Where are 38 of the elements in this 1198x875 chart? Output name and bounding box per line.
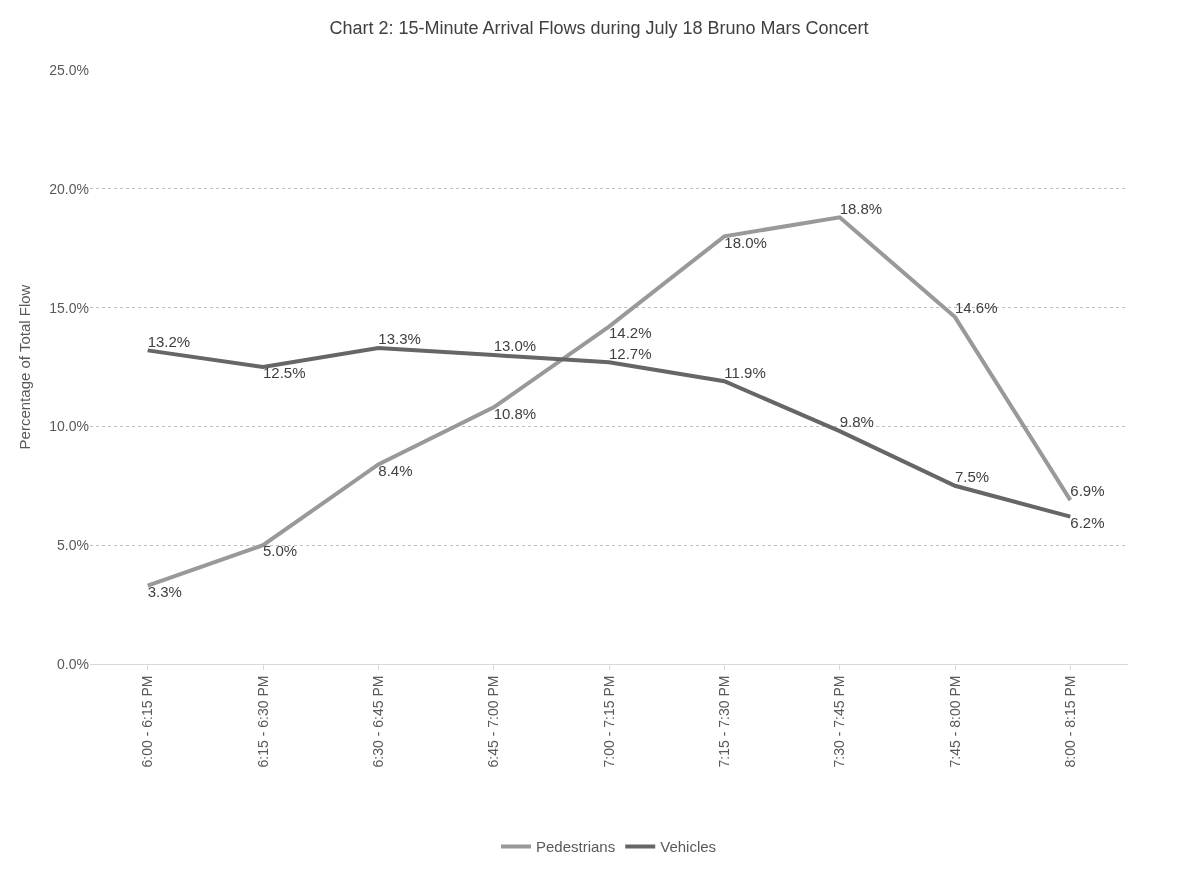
data-label: 7.5%	[955, 468, 990, 486]
x-tick-label: 7:45 - 8:00 PM	[946, 675, 963, 768]
data-label: 14.2%	[609, 323, 652, 341]
data-label: 6.2%	[1070, 513, 1105, 531]
data-label: 12.5%	[263, 364, 306, 382]
x-tick-label: 8:00 - 8:15 PM	[1061, 675, 1078, 768]
x-tick-label: 7:00 - 7:15 PM	[600, 675, 617, 768]
y-tick-label: 25.0%	[49, 61, 89, 78]
x-tick-label: 7:30 - 7:45 PM	[831, 675, 848, 768]
data-label: 14.6%	[955, 299, 998, 317]
line-series	[145, 215, 1073, 588]
y-tick-label: 5.0%	[57, 537, 89, 554]
data-label: 18.8%	[839, 199, 883, 217]
x-tick-label: 7:15 - 7:30 PM	[715, 675, 732, 768]
data-label: 11.9%	[724, 363, 766, 381]
data-label: 13.3%	[378, 330, 421, 348]
data-label: 5.0%	[263, 542, 298, 560]
data-label: 13.0%	[493, 337, 537, 355]
data-label: 18.0%	[724, 233, 767, 251]
y-tick-label: 0.0%	[57, 655, 89, 672]
data-label: 12.7%	[609, 344, 652, 362]
y-tick-label: 15.0%	[49, 299, 89, 316]
y-tick-label: 20.0%	[49, 180, 89, 197]
data-label: 6.9%	[1070, 482, 1105, 500]
data-label: 13.2%	[147, 332, 191, 350]
y-axis-title: Percentage of Total Flow	[15, 284, 33, 450]
x-tick-label: 6:15 - 6:30 PM	[254, 675, 271, 768]
data-label: 9.8%	[839, 413, 874, 431]
data-label: 3.3%	[147, 582, 182, 600]
data-label: 10.8%	[493, 404, 537, 422]
y-tick-label: 10.0%	[49, 418, 89, 435]
chart-title: Chart 2: 15-Minute Arrival Flows during July 18 Bruno Mars Concert	[329, 18, 869, 39]
legend-label: Pedestrians	[536, 838, 616, 856]
legend-label: Vehicles	[660, 838, 717, 856]
x-tick-label: 6:00 - 6:15 PM	[139, 675, 156, 768]
x-tick-label: 6:45 - 7:00 PM	[485, 675, 502, 768]
data-label: 8.4%	[378, 461, 413, 479]
x-tick-label: 6:30 - 6:45 PM	[369, 675, 386, 768]
